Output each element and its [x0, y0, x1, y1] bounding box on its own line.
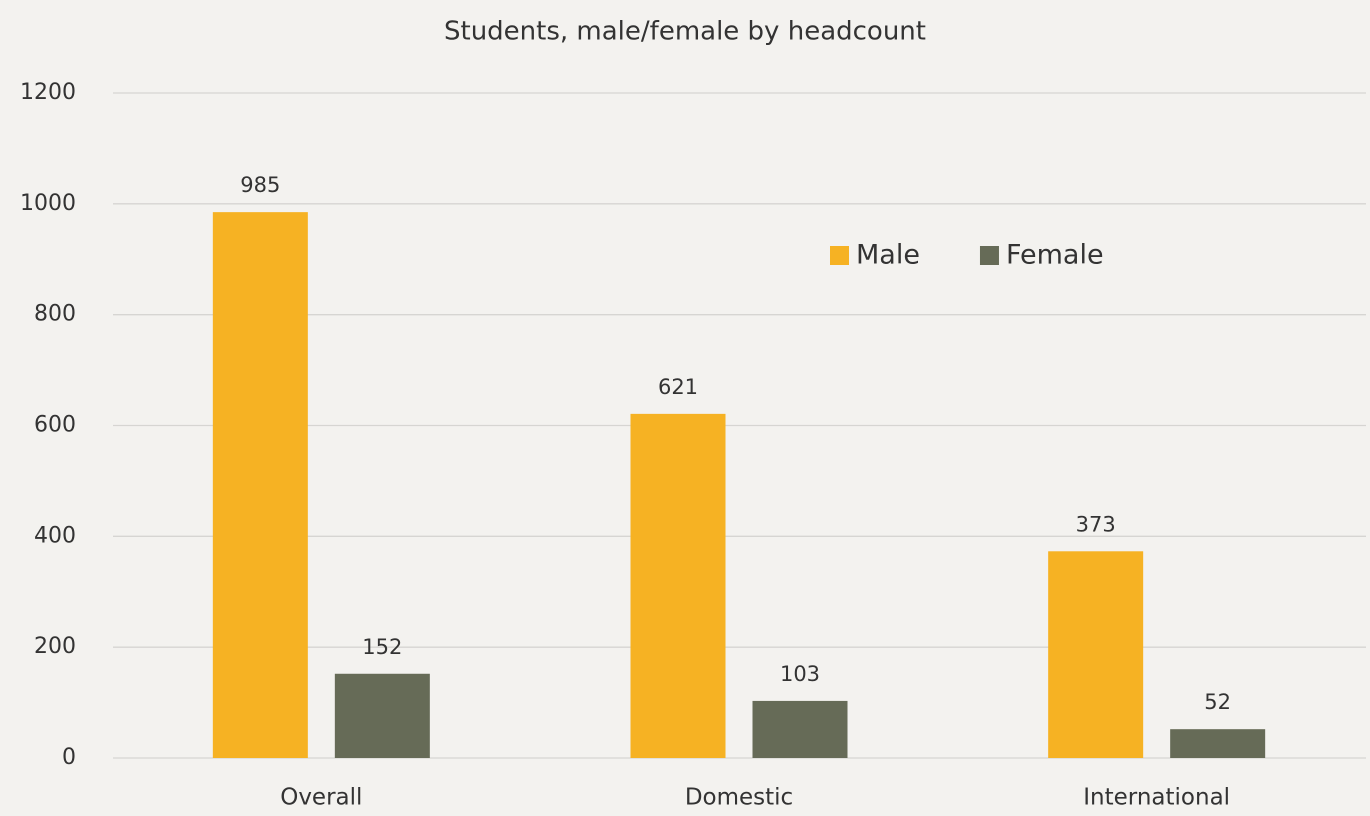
bar [630, 413, 726, 758]
y-tick-label: 800 [34, 302, 76, 327]
bar [1048, 551, 1144, 758]
y-tick-label: 1000 [20, 191, 76, 216]
bar [334, 673, 430, 758]
y-tick-label: 200 [34, 634, 76, 659]
x-tick-label: Overall [280, 785, 362, 811]
x-tick-label: International [1083, 785, 1230, 811]
chart-title: Students, male/female by headcount [444, 17, 926, 47]
data-label: 103 [780, 662, 820, 686]
x-tick-label: Domestic [685, 785, 793, 811]
data-label: 373 [1076, 512, 1116, 536]
legend-label: Male [856, 240, 920, 271]
data-label: 152 [362, 635, 402, 659]
legend-label: Female [1006, 240, 1104, 271]
y-tick-label: 1200 [20, 80, 76, 105]
data-label: 621 [658, 375, 698, 399]
data-label: 985 [240, 173, 280, 197]
legend-swatch [979, 246, 999, 265]
y-tick-label: 600 [34, 413, 76, 438]
legend-swatch [830, 246, 849, 265]
bar [212, 212, 308, 759]
y-tick-label: 0 [62, 745, 76, 770]
data-label: 52 [1204, 690, 1231, 714]
bar [1170, 729, 1266, 758]
bar [752, 700, 848, 758]
y-tick-label: 400 [34, 523, 76, 548]
